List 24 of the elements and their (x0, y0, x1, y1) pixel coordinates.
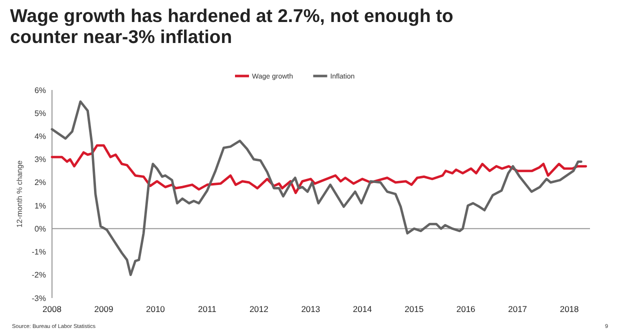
x-tick-label: 2009 (94, 304, 114, 314)
x-tick-label: 2016 (456, 304, 476, 314)
x-tick-label: 2018 (560, 304, 580, 314)
y-tick-label: 3% (34, 155, 46, 164)
y-tick-label: 4% (34, 132, 46, 142)
line-series (50, 144, 588, 194)
y-tick-label: 0% (34, 224, 46, 234)
x-tick-label: 2010 (146, 304, 166, 314)
x-tick-label: 2008 (42, 304, 62, 314)
y-tick-label: -2% (32, 270, 46, 280)
y-tick-label: -1% (32, 248, 46, 257)
y-tick-label: 1% (34, 201, 46, 210)
x-tick-label: 2011 (198, 304, 217, 314)
x-tick-label: 2012 (249, 304, 269, 314)
y-tick-label: 6% (34, 86, 46, 95)
chart-title: Wage growth has hardened at 2.7%, not enough to counter near-3% inflation (10, 5, 454, 47)
x-tick-label: 2014 (352, 304, 372, 314)
x-tick-label: 2013 (301, 304, 320, 314)
y-tick-label: 5% (34, 108, 46, 118)
y-tick-label: -3% (32, 294, 46, 303)
x-tick-label: 2015 (404, 304, 424, 314)
y-tick-label: 2% (34, 178, 46, 188)
x-tick-label: 2017 (508, 304, 528, 314)
line-series (50, 100, 582, 276)
